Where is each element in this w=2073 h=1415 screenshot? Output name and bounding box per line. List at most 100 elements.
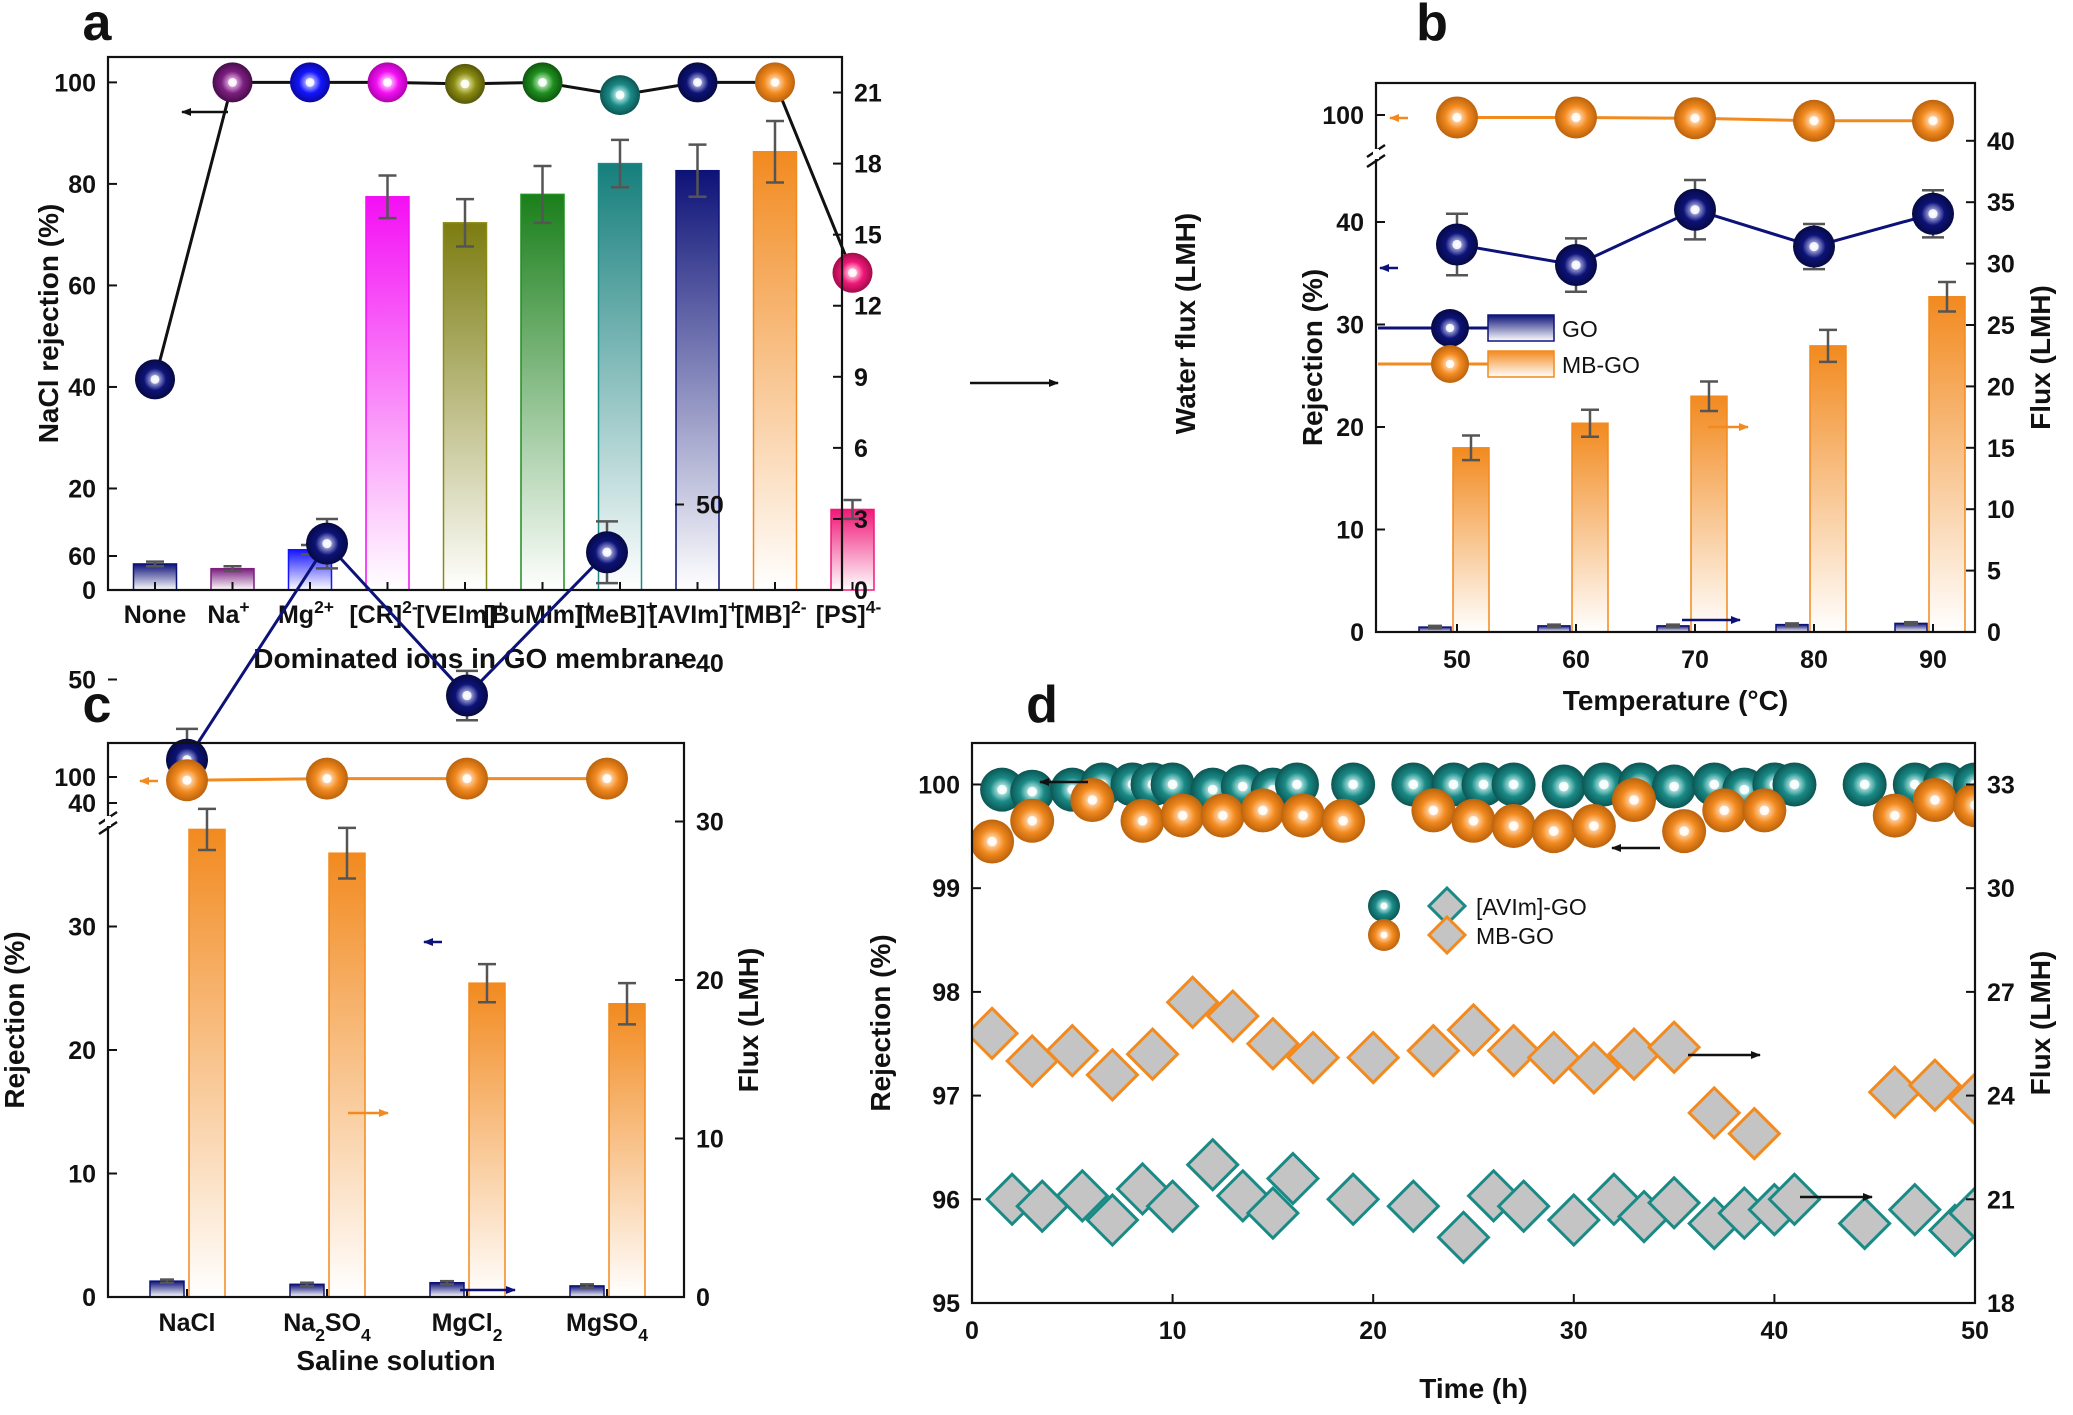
go-rejection-marker-highlight: [1452, 239, 1462, 250]
y2-tick-label: 12: [854, 293, 882, 321]
x-tick-label: 10: [1159, 1317, 1187, 1345]
go-rejection-marker: [1674, 188, 1716, 231]
mbgo-rejection-marker-highlight: [1889, 810, 1900, 821]
x-tick-label: 40: [1760, 1317, 1788, 1345]
axis-break-left-gap: [1373, 149, 1379, 159]
panel-b-letter: b: [1416, 0, 1448, 52]
legend-avim-marker-highlight: [1380, 902, 1388, 910]
y-axis-title: Rejection (%): [0, 931, 30, 1108]
y2-tick-label: 0: [696, 1284, 710, 1312]
y2-tick-label: 10: [696, 1126, 724, 1154]
avim-rejection-marker-highlight: [1448, 779, 1459, 790]
mbgo-rejection-marker-highlight: [1338, 815, 1348, 826]
mbgo-rejection-marker-highlight: [1508, 821, 1519, 831]
mbgo-rejection-marker: [1160, 793, 1205, 838]
mbgo-rejection-marker: [1555, 96, 1597, 139]
mbgo-rejection-marker-highlight: [1217, 810, 1228, 821]
x-tick-label: [PS]4-: [816, 597, 882, 629]
avim-rejection-marker-highlight: [1789, 779, 1800, 790]
legend-go-marker: [1431, 309, 1469, 347]
y2-tick-label: 25: [1987, 312, 2015, 340]
y2-tick-label: 15: [1987, 435, 2015, 463]
go-flux-error-bar: [1428, 624, 1442, 630]
mbgo-rejection-marker: [1531, 809, 1576, 854]
avim-rejection-marker-highlight: [1599, 779, 1609, 790]
mbgo-flux-marker: [972, 1006, 1020, 1061]
y-tick-label: 97: [932, 1083, 960, 1111]
y2-tick-label: 6: [854, 435, 868, 463]
panel-c: c 0 10 20 30 40 50 60 100 0 10 20 30 40 50 NaCl Na2SO4 Mg…: [0, 492, 764, 1377]
mbgo-rejection-marker-highlight: [1428, 805, 1439, 816]
go-rejection-marker-highlight: [462, 690, 472, 701]
avim-rejection-marker: [1772, 762, 1817, 807]
avim-rejection-marker-highlight: [1739, 784, 1750, 795]
go-flux-error-bar: [440, 1279, 454, 1286]
mbgo-rejection-marker-highlight: [1679, 826, 1689, 836]
mbgo-rejection-marker-highlight: [1258, 805, 1268, 816]
mbgo-flux-error-bar: [338, 826, 356, 880]
plot-frame: [106, 55, 844, 592]
x-axis-title: Saline solution: [296, 1345, 495, 1376]
mbgo-rejection-marker: [1912, 778, 1957, 823]
x-tick-label: [BuMIm]+: [483, 597, 593, 629]
panel-d: d 95 96 97 98 99 100 18 21 24 27 30 33 0 10 20 30 40 50 Tim…: [865, 676, 2056, 1404]
go-rejection-marker-highlight: [602, 547, 612, 557]
mbgo-flux-marker: [1566, 1040, 1621, 1096]
mbgo-rejection-line: [186, 777, 607, 782]
go-rejection-marker: [586, 531, 628, 574]
x-tick-label: [MB]2-: [735, 597, 806, 629]
avim-rejection-marker: [1331, 762, 1376, 807]
mbgo-rejection-marker: [1436, 96, 1478, 139]
panel-a: a 0 20 40 60 80 100 0 3 6 9 12 15 18 21 None Na+ Mg2+ [CR]…: [33, 0, 1201, 674]
x-tick-label: 90: [1919, 646, 1947, 674]
flux-bar: [520, 193, 565, 591]
mbgo-rejection-marker: [1321, 798, 1366, 843]
mbgo-rejection-marker: [1793, 99, 1835, 142]
legend-mbgo-marker-highlight: [1445, 359, 1455, 369]
y2-tick-label: 27: [1987, 979, 2015, 1007]
x-tick-label: MgCl2: [432, 1309, 503, 1345]
mbgo-rejection-marker-highlight: [1970, 800, 1975, 811]
flux-error-bar: [688, 143, 707, 199]
rejection-marker-highlight: [615, 90, 625, 100]
y-tick-label: 20: [68, 475, 96, 503]
mbgo-rejection-marker: [306, 757, 348, 800]
mbgo-flux-marker: [1165, 975, 1220, 1030]
go-rejection-marker-highlight: [1809, 241, 1819, 252]
y-tick-label: 20: [68, 1037, 96, 1065]
mbgo-rejection-marker: [1662, 809, 1707, 854]
mbgo-flux-bar: [1809, 345, 1847, 633]
avim-rejection-marker-highlight: [1408, 779, 1419, 790]
x-tick-label: NaCl: [159, 1309, 216, 1337]
avim-rejection-marker-highlight: [1027, 786, 1038, 797]
flux-bar: [365, 196, 410, 591]
mbgo-rejection-marker: [1451, 798, 1496, 843]
mbgo-rejection-marker: [586, 757, 628, 800]
y-tick-label: 0: [1350, 619, 1364, 647]
legend-mbgo-label: MB-GO: [1562, 352, 1640, 378]
axis-break-left-gap: [105, 816, 111, 826]
flux-error-bar: [611, 138, 629, 189]
flux-bar: [675, 169, 720, 591]
go-rejection-marker: [1912, 192, 1954, 235]
y2-tick-label: 30: [1987, 251, 2015, 279]
mbgo-flux-bar: [608, 1003, 646, 1298]
mbgo-rejection-marker: [446, 757, 488, 800]
go-rejection-marker-highlight: [1928, 209, 1938, 219]
avim-rejection-marker-highlight: [1207, 784, 1218, 795]
mbgo-rejection-marker: [1070, 778, 1115, 823]
x-tick-label: 50: [1961, 1317, 1989, 1345]
legend-go-swatch: [1487, 314, 1555, 342]
avim-flux-marker: [1947, 1185, 1975, 1241]
go-rejection-marker: [1436, 223, 1478, 266]
go-flux-error-bar: [1666, 623, 1680, 629]
y-tick-label: 40: [68, 374, 96, 402]
avim-rejection-marker-highlight: [997, 784, 1007, 795]
avim-rejection-marker-highlight: [1508, 779, 1519, 790]
axis-break-left-2: [98, 820, 118, 836]
mbgo-rejection-marker: [166, 759, 208, 802]
mbgo-rejection-marker: [1571, 803, 1616, 848]
mbgo-flux-error-bar: [1581, 408, 1599, 438]
rejection-marker-highlight: [383, 77, 392, 87]
legend-mbgo-swatch: [1487, 350, 1555, 378]
